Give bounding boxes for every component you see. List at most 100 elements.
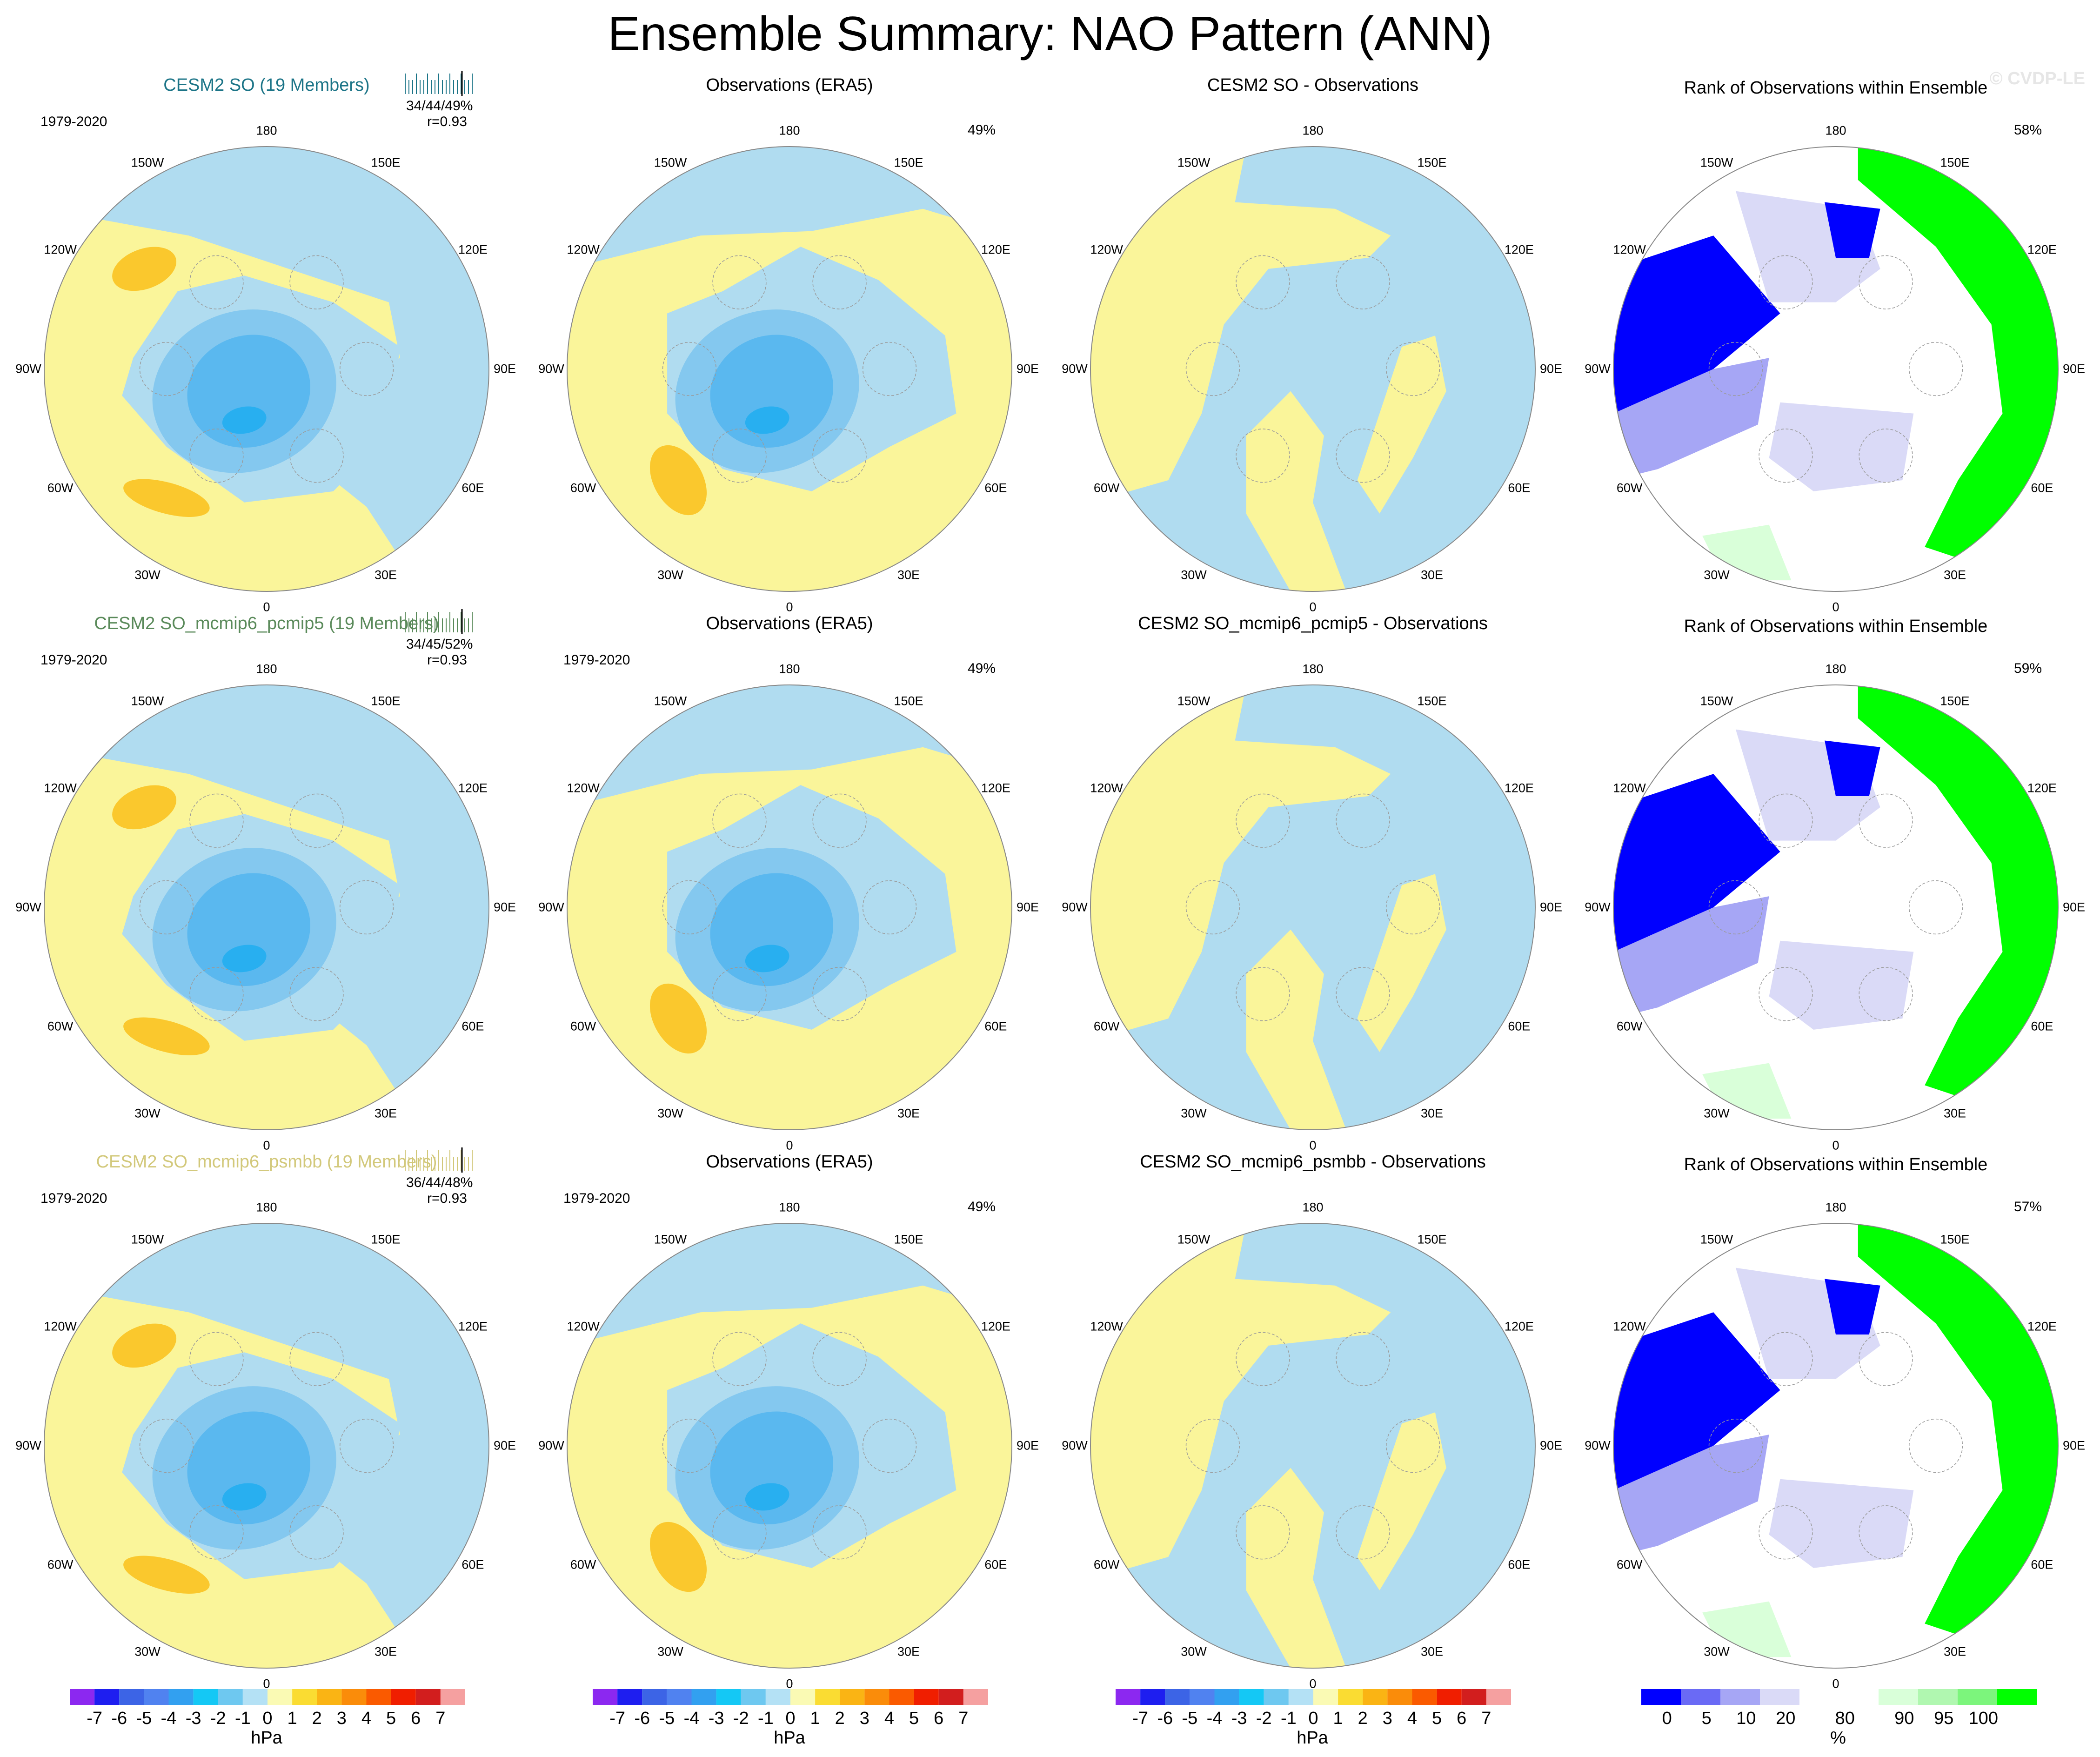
lon-label: 30W — [1704, 568, 1730, 582]
lon-label: 60W — [47, 1557, 74, 1572]
colorbar-label: 3 — [1382, 1709, 1392, 1728]
colorbar-label: -7 — [609, 1709, 626, 1728]
colorbar-swatch — [864, 1689, 889, 1705]
positive-south — [1246, 929, 1346, 1130]
colorbar-label: 6 — [1457, 1709, 1467, 1728]
lon-label: 90W — [15, 900, 41, 914]
lon-label: 150E — [1940, 155, 1970, 170]
lon-label: 150E — [371, 1232, 401, 1247]
lon-label: 150E — [894, 1232, 923, 1247]
colorbar-swatch — [1720, 1689, 1760, 1705]
low-core — [222, 945, 267, 972]
lon-label: 60W — [570, 1557, 596, 1572]
lon-label: 0 — [786, 600, 793, 614]
obs-pct-label: 49% — [968, 661, 996, 676]
colorbar-unit: hPa — [774, 1728, 805, 1748]
rank-title: Rank of Observations within Ensemble — [1684, 1155, 1988, 1174]
colorbar-label: -7 — [87, 1709, 103, 1728]
lon-label: 60E — [461, 1557, 484, 1572]
colorbar-label: -6 — [1157, 1709, 1173, 1728]
diff-map — [1090, 684, 1536, 1130]
lon-label: 150E — [894, 694, 923, 708]
lon-label: 150E — [1417, 694, 1447, 708]
lon-label: 180 — [256, 662, 277, 676]
high-north — [112, 247, 177, 291]
coastline — [339, 880, 394, 935]
lon-label: 180 — [256, 1200, 277, 1214]
colorbar-swatch — [1681, 1689, 1720, 1705]
colorbar-swatch — [1486, 1689, 1511, 1705]
lon-label: 90W — [538, 1438, 564, 1453]
diff-title: CESM2 SO - Observations — [1207, 75, 1419, 95]
diff-map — [1090, 146, 1536, 592]
lon-label: 120W — [1613, 1319, 1646, 1334]
lon-label: 30E — [897, 1106, 920, 1120]
lon-label: 90W — [1062, 362, 1088, 376]
colorbar-label: -6 — [111, 1709, 127, 1728]
lon-label: 30W — [1704, 1644, 1730, 1659]
lon-label: 120E — [1504, 1319, 1534, 1334]
lon-label: 180 — [1825, 662, 1846, 676]
rank-title: Rank of Observations within Ensemble — [1684, 617, 1988, 636]
lon-label: 150W — [131, 155, 164, 170]
obs-title: Observations (ERA5) — [706, 614, 873, 633]
coastline — [189, 1332, 244, 1386]
lon-label: 90E — [493, 1438, 516, 1453]
colorbar-swatch — [268, 1689, 293, 1705]
rank-low-north — [1825, 1279, 1880, 1335]
lon-label: 60W — [570, 1019, 596, 1033]
colorbar-swatch — [914, 1689, 939, 1705]
lon-label: 60E — [2031, 1557, 2053, 1572]
coastline — [139, 1418, 194, 1473]
coastline — [1336, 255, 1390, 309]
coastline — [1859, 255, 1913, 309]
colorbar-swatch — [938, 1689, 963, 1705]
lon-label: 150E — [1417, 1232, 1447, 1247]
negative-band — [567, 685, 1012, 807]
low-core — [222, 1483, 267, 1511]
lon-label: 90E — [1016, 1438, 1039, 1453]
coastline — [1859, 1332, 1913, 1386]
coastline — [712, 255, 767, 309]
lon-label: 150E — [1940, 694, 1970, 708]
lon-label: 0 — [1832, 600, 1839, 614]
lon-label: 150E — [371, 694, 401, 708]
lon-label: 150W — [1700, 694, 1733, 708]
lon-label: 180 — [1302, 662, 1324, 676]
lon-label: 90W — [1585, 900, 1611, 914]
hpa-1-colorbar — [70, 1689, 465, 1705]
colorbar-swatch — [193, 1689, 218, 1705]
colorbar-swatch — [144, 1689, 169, 1705]
lon-label: 180 — [256, 123, 277, 138]
coastline — [662, 342, 717, 396]
colorbar-label: 7 — [958, 1709, 969, 1728]
lon-label: 30W — [1181, 1644, 1207, 1659]
low-core — [745, 945, 789, 972]
colorbar-swatch — [593, 1689, 618, 1705]
lon-label: 120W — [567, 242, 600, 257]
colorbar-swatch — [642, 1689, 667, 1705]
lon-label: 90W — [538, 900, 564, 914]
lon-label: 90W — [15, 362, 41, 376]
colorbar-label: 4 — [1407, 1709, 1418, 1728]
lon-label: 60E — [2031, 481, 2053, 495]
rank-map — [1613, 684, 2059, 1130]
colorbar-label: 7 — [435, 1709, 446, 1728]
lon-label: 120E — [2027, 781, 2057, 795]
lon-label: 90E — [1539, 362, 1563, 376]
lon-label: 120W — [1613, 781, 1646, 795]
coastline — [862, 880, 917, 935]
lon-label: 0 — [263, 600, 270, 614]
lon-label: 30W — [1181, 568, 1207, 582]
map-boundary — [1613, 146, 2059, 592]
rank-light-center — [1769, 940, 1914, 1030]
low-core — [745, 1483, 789, 1511]
hpa-2-colorbar — [593, 1689, 988, 1705]
coastline — [289, 1332, 344, 1386]
lon-label: 0 — [1309, 1677, 1317, 1691]
lon-label: 120W — [44, 242, 77, 257]
lon-label: 60E — [984, 1019, 1007, 1033]
coastline — [139, 880, 194, 935]
obs-pct-label: 49% — [968, 122, 996, 138]
map-boundary — [44, 1223, 489, 1669]
